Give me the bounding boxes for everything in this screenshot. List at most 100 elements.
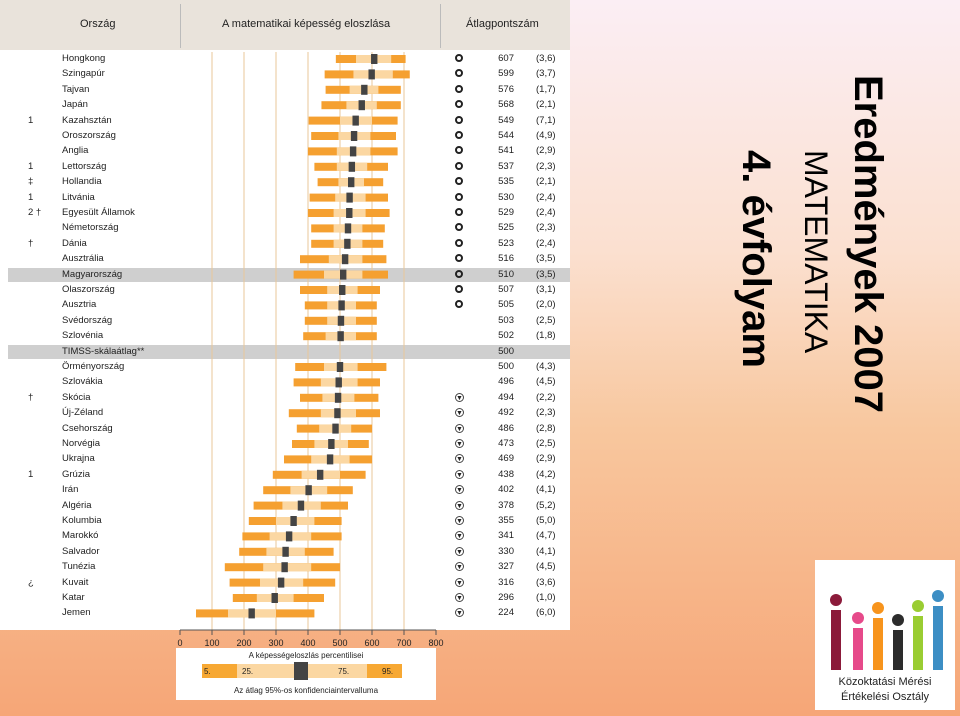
row-score: 355 [498,515,514,526]
table-row: Tajvan 576 (1,7) [8,83,570,97]
table-row: Szingapúr 599 (3,7) [8,67,570,81]
row-note: 2 † [28,207,42,218]
significantly-higher-icon [455,146,463,155]
row-country: Ausztrália [62,253,104,265]
table-row: Svédország 503 (2,5) [8,314,570,328]
significantly-higher-icon [455,84,463,93]
table-row: Ukrajna 469 (2,9) ▼ [8,452,570,466]
distribution-plot: 0 100 200 300 400 500 600 700 800 [177,52,444,648]
legend-bar [202,662,402,680]
table-row: Németország 525 (2,3) [8,221,570,235]
mean-ci-mark [277,577,285,588]
row-score: 503 [498,314,514,326]
row-country: Szingapúr [62,68,105,80]
row-se: (6,0) [536,607,556,619]
logo-dot [852,612,864,624]
row-country: Oroszország [62,130,116,141]
row-se: (3,5) [536,268,556,280]
header-separator [180,4,181,48]
row-se: (2,8) [536,422,556,434]
table-row: Norvégia 473 (2,5) ▼ [8,437,570,451]
row-se: (4,9) [536,130,556,141]
mean-ci-mark [335,377,342,388]
legend-p5: 5. [204,667,211,676]
mean-ci-mark [361,84,368,95]
significantly-higher-icon [455,285,463,293]
row-country: Magyarország [62,268,123,280]
significantly-lower-icon: ▼ [455,423,464,433]
row-score: 529 [498,207,514,218]
row-se: (3,5) [536,253,556,265]
logo-bar [853,628,863,670]
row-se: (2,0) [536,299,556,311]
row-score: 607 [498,53,514,64]
table-row: Algéria 378 (5,2) ▼ [8,499,570,513]
mean-ci-mark [337,331,344,342]
mean-ci-mark [340,269,347,280]
row-country: Litvánia [62,191,95,203]
legend-p95: 95. [382,667,394,676]
mean-ci-mark [334,392,342,403]
significantly-lower-icon: ▼ [455,562,464,572]
row-score: 494 [498,391,514,403]
row-country: Olaszország [62,284,115,295]
row-se: (2,5) [536,438,556,449]
logo-bar [913,616,923,670]
table-row: 1 Grúzia 438 (4,2) ▼ [8,468,570,482]
table-row: 1 Kazahsztán 549 (7,1) [8,114,570,128]
table-row: Anglia 541 (2,9) [8,144,570,158]
significantly-higher-icon [455,100,463,109]
row-se: (3,7) [536,68,556,80]
title-line1: Eredmények 2007 [846,75,890,414]
table-header: Ország A matematikai képesség eloszlása … [0,0,570,50]
logo-bar [933,606,943,670]
row-se: (2,1) [536,176,556,188]
row-se: (2,5) [536,314,556,326]
table-row: Katar 296 (1,0) ▼ [8,591,570,605]
row-score: 507 [498,284,514,295]
row-score: 316 [498,576,514,588]
logo-bar [831,610,841,670]
row-country: Salvador [62,545,100,557]
table-row: Tunézia 327 (4,5) ▼ [8,560,570,574]
logo-line1: Közoktatási Mérési [838,676,932,688]
table-row: Oroszország 544 (4,9) [8,129,570,143]
row-score: 473 [498,438,514,449]
mean-ci-mark [326,454,334,465]
row-score: 530 [498,191,514,203]
row-note: † [28,391,34,403]
header-separator [440,4,441,48]
mean-ci-mark [344,223,352,234]
x-tick-label: 500 [332,638,347,648]
row-se: (1,8) [536,330,556,342]
row-note: 1 [28,114,34,126]
row-country: Szlovénia [62,330,104,342]
row-country: Csehország [62,422,113,434]
row-score: 502 [498,330,514,342]
row-se: (1,7) [536,83,556,95]
significantly-lower-icon: ▼ [455,485,464,495]
significantly-lower-icon: ▼ [455,392,464,402]
significantly-lower-icon: ▼ [455,469,464,479]
row-score: 535 [498,176,514,188]
mean-ci-mark [297,500,305,511]
significantly-higher-icon [455,54,463,62]
row-se: (2,9) [536,145,556,157]
row-se: (3,6) [536,53,556,64]
row-note: † [28,237,34,249]
significantly-lower-icon: ▼ [455,608,464,618]
row-se: (4,2) [536,468,556,480]
mean-ci-mark [248,608,255,619]
row-score: 541 [498,145,514,157]
row-score: 523 [498,237,514,249]
logo: Közoktatási Mérési Értékelési Osztály [815,560,955,710]
row-country: Katar [62,592,85,603]
mean-ci-mark [352,115,359,126]
row-country: Egyesült Államok [62,207,135,218]
row-score: 544 [498,130,514,141]
mean-ci-mark [371,54,378,64]
mean-ci-mark [346,208,353,218]
row-country: Japán [62,99,88,111]
logo-graphic [830,590,944,670]
mean-ci-mark [316,469,324,480]
